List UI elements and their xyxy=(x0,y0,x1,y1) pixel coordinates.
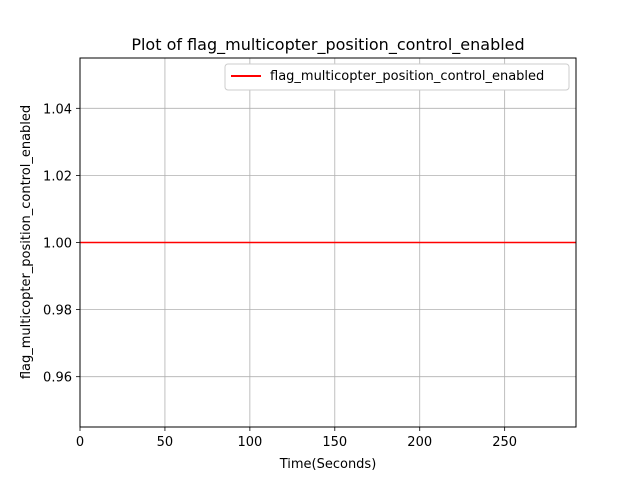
x-tick-label: 50 xyxy=(157,435,174,450)
legend-box xyxy=(224,63,570,91)
x-tick-label: 100 xyxy=(237,435,262,450)
chart-title: Plot of flag_multicopter_position_contro… xyxy=(131,35,524,55)
legend-label: flag_multicopter_position_control_enable… xyxy=(270,69,544,84)
x-tick-label: 200 xyxy=(407,435,432,450)
legend: flag_multicopter_position_control_enable… xyxy=(224,63,570,91)
y-tick-label: 1.02 xyxy=(43,169,72,184)
x-axis-ticks: 0 50 100 150 200 250 xyxy=(76,427,517,450)
x-tick-label: 0 xyxy=(76,435,84,450)
x-axis-label: Time(Seconds) xyxy=(279,457,377,472)
y-tick-label: 0.96 xyxy=(43,371,72,386)
y-tick-label: 1.04 xyxy=(43,102,72,117)
y-tick-label: 0.98 xyxy=(43,304,72,319)
x-tick-label: 250 xyxy=(492,435,517,450)
y-axis-label: flag_multicopter_position_control_enable… xyxy=(19,105,34,379)
x-tick-label: 150 xyxy=(322,435,347,450)
y-axis-ticks: 0.96 0.98 1.00 1.02 1.04 xyxy=(43,102,80,386)
y-tick-label: 1.00 xyxy=(43,237,72,252)
